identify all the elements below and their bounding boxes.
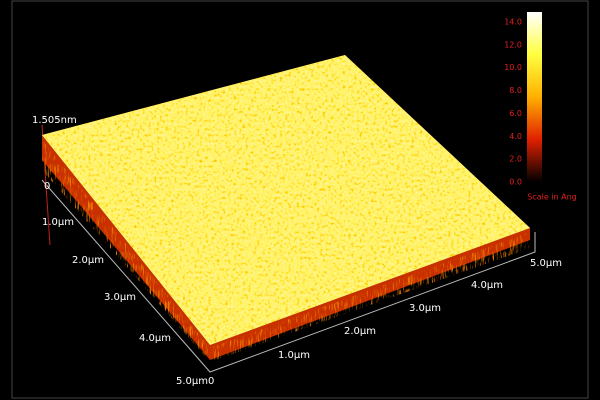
colorbar-tick: 14.0 — [504, 18, 522, 27]
left-axis-label: 3.0μm — [104, 292, 136, 303]
colorbar-tick: 8.0 — [509, 86, 522, 95]
right-axis-label: 1.0μm — [278, 350, 310, 361]
left-axis-label: 5.0μm0 — [176, 376, 214, 387]
left-axis-label: 2.0μm — [72, 255, 104, 266]
colorbar-tick: 2.0 — [509, 155, 522, 164]
colorbar-tick: 6.0 — [509, 109, 522, 118]
colorbar-tick: 4.0 — [509, 132, 522, 141]
frame — [11, 0, 589, 399]
colorbar-label: Scale in Ang — [527, 193, 577, 202]
right-axis-label: 4.0μm — [471, 280, 503, 291]
z-zero: 0 — [44, 181, 50, 192]
base-axes — [41, 179, 536, 373]
colorbar — [527, 12, 542, 182]
colorbar-tick: 0.0 — [509, 178, 522, 187]
surface-edge-texture — [42, 140, 530, 362]
colorbar-tick: 10.0 — [504, 63, 522, 72]
left-axis-label: 1.0μm — [42, 217, 74, 228]
right-axis-label: 2.0μm — [344, 326, 376, 337]
right-axis-label: 3.0μm — [409, 303, 441, 314]
left-axis-label: 4.0μm — [139, 333, 171, 344]
surface-texture — [42, 55, 530, 345]
right-axis-label: 5.0μm — [530, 258, 562, 269]
height-label: 1.505nm — [32, 115, 77, 126]
colorbar-tick: 12.0 — [504, 40, 522, 49]
